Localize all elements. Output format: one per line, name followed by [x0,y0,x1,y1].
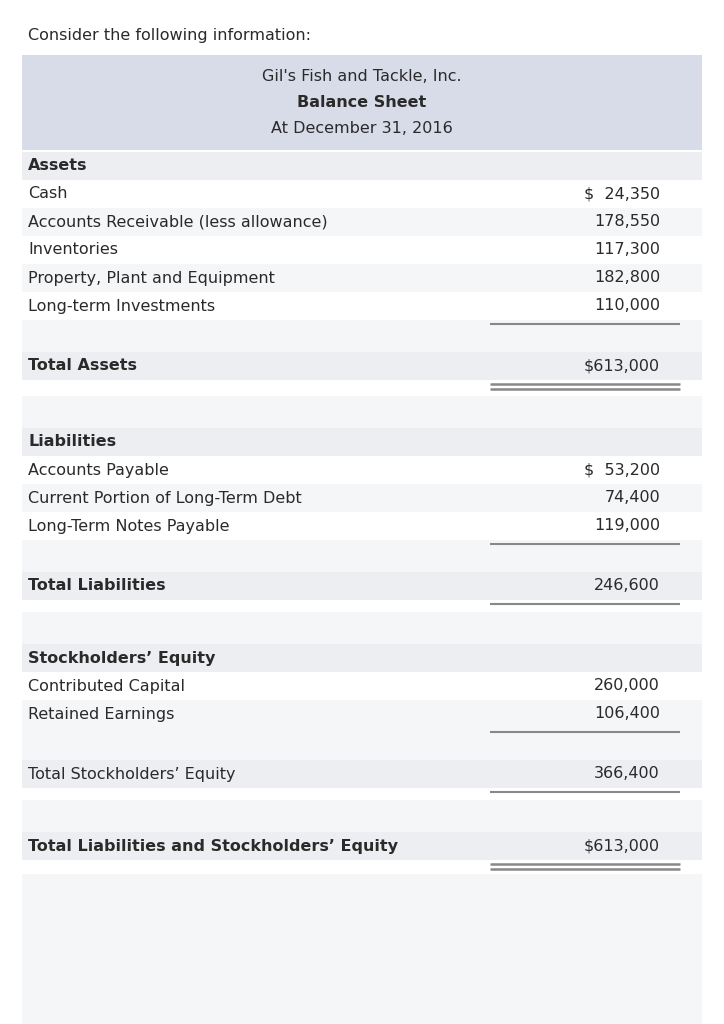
Bar [22,744,702,760]
Text: Property, Plant and Equipment: Property, Plant and Equipment [28,270,275,286]
Text: Long-Term Notes Payable: Long-Term Notes Payable [28,518,230,534]
Text: $613,000: $613,000 [584,839,660,853]
Text: Long-term Investments: Long-term Investments [28,299,215,313]
Bar [22,572,702,600]
Bar [22,831,702,860]
Text: Cash: Cash [28,186,67,202]
Bar [22,700,702,728]
Bar [22,728,702,744]
Text: $  53,200: $ 53,200 [584,463,660,477]
Text: 119,000: 119,000 [594,518,660,534]
Bar [22,874,702,1024]
Text: Current Portion of Long-Term Debt: Current Portion of Long-Term Debt [28,490,302,506]
Bar [22,672,702,700]
Text: Balance Sheet: Balance Sheet [298,95,426,110]
Text: Stockholders’ Equity: Stockholders’ Equity [28,650,215,666]
Text: Total Liabilities: Total Liabilities [28,579,166,594]
Text: 110,000: 110,000 [594,299,660,313]
Text: Accounts Payable: Accounts Payable [28,463,169,477]
Text: Total Stockholders’ Equity: Total Stockholders’ Equity [28,767,235,781]
Bar [22,352,702,380]
Bar [22,800,702,816]
Bar [22,456,702,484]
Text: Contributed Capital: Contributed Capital [28,679,185,693]
Bar [22,644,702,672]
Bar [22,816,702,831]
Bar [22,319,702,336]
Bar [22,556,702,572]
Text: Liabilities: Liabilities [28,434,116,450]
Text: Accounts Receivable (less allowance): Accounts Receivable (less allowance) [28,214,328,229]
Text: 260,000: 260,000 [594,679,660,693]
Bar [22,55,702,150]
Text: 366,400: 366,400 [594,767,660,781]
Bar [22,180,702,208]
Bar [22,336,702,352]
Text: Total Liabilities and Stockholders’ Equity: Total Liabilities and Stockholders’ Equi… [28,839,398,853]
Bar [22,264,702,292]
Text: Consider the following information:: Consider the following information: [28,28,311,43]
Text: Assets: Assets [28,159,88,173]
Text: Inventories: Inventories [28,243,118,257]
Bar [22,484,702,512]
Text: $613,000: $613,000 [584,358,660,374]
Text: 246,600: 246,600 [594,579,660,594]
Text: Total Assets: Total Assets [28,358,137,374]
Bar [22,236,702,264]
Text: Retained Earnings: Retained Earnings [28,707,174,722]
Bar [22,412,702,428]
Bar [22,208,702,236]
Text: 117,300: 117,300 [594,243,660,257]
Bar [22,152,702,180]
Text: $  24,350: $ 24,350 [584,186,660,202]
Bar [22,512,702,540]
Text: 106,400: 106,400 [594,707,660,722]
Bar [22,760,702,788]
Text: 74,400: 74,400 [605,490,660,506]
Bar [22,428,702,456]
Text: 178,550: 178,550 [594,214,660,229]
Bar [22,396,702,412]
Bar [22,540,702,556]
Bar [22,292,702,319]
Text: 182,800: 182,800 [594,270,660,286]
Bar [22,628,702,644]
Bar [22,612,702,628]
Text: Gil's Fish and Tackle, Inc.: Gil's Fish and Tackle, Inc. [262,69,462,84]
Text: At December 31, 2016: At December 31, 2016 [271,121,453,136]
